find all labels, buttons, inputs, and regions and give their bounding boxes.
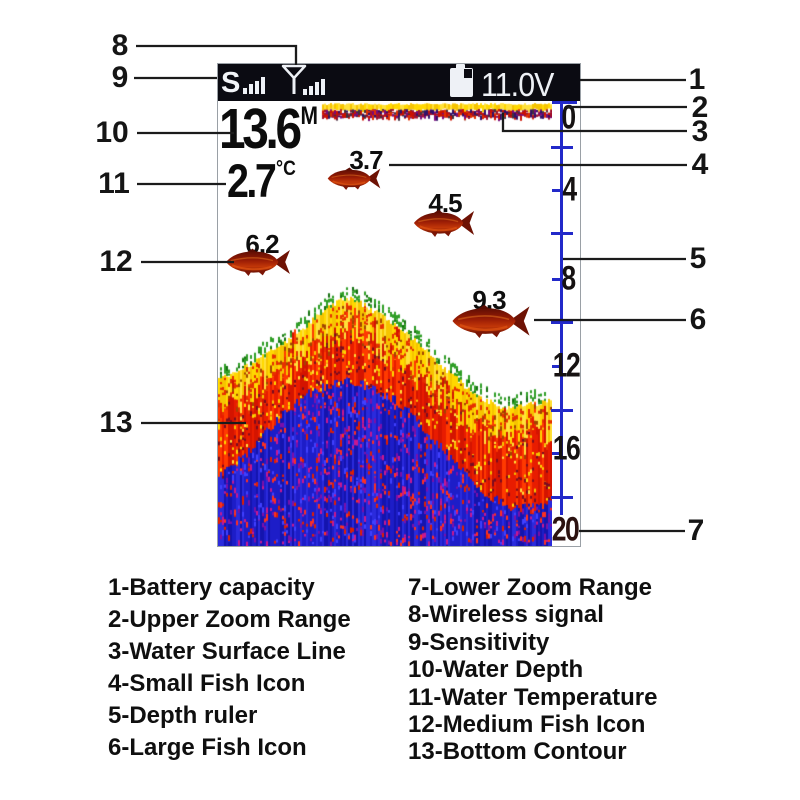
battery-voltage: 11.0V — [481, 66, 554, 103]
callout-number-9: 9 — [111, 61, 129, 94]
depth-ruler-tick — [552, 189, 563, 192]
depth-ruler-label: 0 — [561, 98, 576, 137]
depth-ruler-label: 8 — [561, 259, 576, 298]
depth-ruler-tick — [552, 365, 563, 368]
callout-number-2: 2 — [691, 91, 709, 124]
status-bar — [218, 64, 580, 101]
depth-ruler-tick — [551, 232, 573, 235]
depth-ruler-tick — [551, 496, 573, 499]
legend-item: 7-Lower Zoom Range — [408, 574, 653, 601]
water-depth-unit: M — [300, 102, 318, 130]
callout-number-12: 12 — [99, 245, 133, 278]
callout-number-4: 4 — [691, 148, 709, 181]
depth-ruler-tick — [551, 409, 573, 412]
water-temperature-unit: °C — [276, 157, 296, 180]
depth-ruler-tick — [551, 321, 573, 324]
depth-ruler-top-mark — [552, 101, 577, 104]
depth-ruler-tick — [552, 452, 563, 455]
water-depth-reading: 13.6 M — [219, 101, 318, 158]
legend-item: 6-Large Fish Icon — [108, 734, 307, 761]
wireless-signal-bars-icon — [303, 78, 325, 95]
battery-icon-level-notch — [464, 69, 472, 78]
sensitivity-signal-bars-icon — [243, 77, 265, 94]
callout-number-7: 7 — [687, 514, 705, 547]
callout-number-1: 1 — [688, 63, 706, 96]
legend-left-column: 1-Battery capacity 2-Upper Zoom Range 3-… — [108, 572, 351, 764]
medium-fish-icon — [412, 208, 476, 238]
water-temperature-reading: 2.7 °C — [227, 157, 296, 204]
sensitivity-label: S — [221, 67, 240, 99]
depth-ruler-tick — [551, 146, 573, 149]
legend-item: 5-Depth ruler — [108, 702, 258, 729]
depth-ruler-label: 20 — [551, 510, 580, 549]
wireless-antenna-icon — [281, 64, 307, 94]
legend-item: 11-Water Temperature — [408, 683, 658, 711]
large-fish-icon — [451, 303, 531, 340]
legend-item: 2-Upper Zoom Range — [108, 606, 351, 633]
callout-number-11: 11 — [98, 167, 130, 200]
depth-ruler-label: 12 — [552, 346, 581, 385]
legend-item: 8-Wireless signal — [408, 601, 604, 629]
legend-item: 12-Medium Fish Icon — [408, 711, 646, 739]
legend-item: 10-Water Depth — [408, 656, 584, 684]
callout-number-6: 6 — [689, 303, 707, 336]
callout-number-13: 13 — [99, 406, 133, 439]
depth-ruler-tick — [552, 278, 563, 281]
legend-item: 9-Sensitivity — [408, 628, 550, 656]
legend-item: 3-Water Surface Line — [108, 638, 346, 665]
callout-number-5: 5 — [689, 242, 707, 275]
legend-item: 13-Bottom Contour — [408, 738, 627, 766]
callout-number-10: 10 — [95, 116, 129, 149]
depth-ruler-label: 4 — [562, 170, 577, 209]
water-depth-value: 13.6 — [219, 97, 302, 161]
fish-depth-label: 3.7 — [349, 145, 383, 175]
depth-ruler — [560, 101, 563, 515]
callout-number-8: 8 — [111, 29, 129, 62]
water-temperature-value: 2.7 — [227, 154, 277, 207]
legend-right-column: 7-Lower Zoom Range 8-Wireless signal 9-S… — [408, 574, 657, 766]
legend-item: 1-Battery capacity — [108, 574, 315, 601]
small-fish-icon — [326, 166, 382, 191]
depth-ruler-label: 16 — [552, 429, 581, 468]
medium-fish-icon — [225, 247, 291, 278]
callout-number-3: 3 — [691, 115, 709, 148]
legend-item: 4-Small Fish Icon — [108, 670, 306, 697]
battery-icon — [456, 64, 465, 69]
